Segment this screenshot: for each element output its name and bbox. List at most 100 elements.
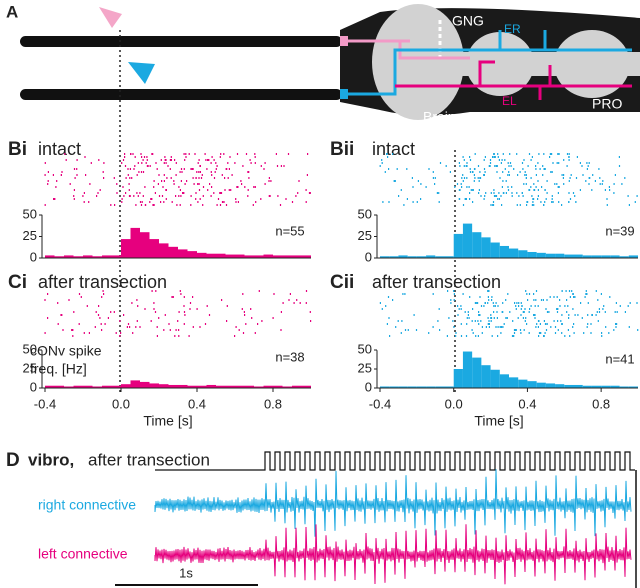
x-tick-label: 0.8: [264, 396, 282, 411]
bar: [159, 384, 169, 388]
bar: [398, 386, 408, 388]
x-tick-label: 0.8: [592, 396, 610, 411]
bar: [197, 252, 207, 258]
bar: [564, 254, 574, 258]
bar: [54, 385, 64, 388]
bar: [235, 385, 245, 388]
bar: [435, 386, 445, 388]
bar: [426, 255, 436, 258]
bar: [187, 385, 197, 388]
connective-rod: [20, 89, 342, 100]
bar: [380, 386, 390, 388]
bar: [545, 253, 556, 258]
bar: [301, 255, 311, 258]
annotation: n=41: [605, 351, 634, 366]
bar: [481, 237, 491, 258]
bar: [273, 385, 283, 388]
panel-title: intact: [38, 139, 81, 159]
nerve-trace: [154, 469, 632, 537]
bar: [92, 386, 102, 388]
nerve-trace: [154, 524, 632, 585]
bar: [45, 255, 55, 258]
bar: [130, 380, 140, 388]
bar: [64, 255, 74, 258]
bar: [591, 385, 602, 388]
pathway: [395, 60, 632, 100]
arrowhead: [99, 7, 122, 28]
bar: [490, 242, 500, 258]
condition-label: after transection: [88, 450, 210, 469]
bar: [102, 385, 112, 388]
bar: [527, 381, 537, 388]
bar: [407, 256, 417, 258]
x-axis-label: Time [s]: [143, 413, 192, 429]
panel-label: D: [6, 450, 20, 471]
bar: [536, 252, 546, 258]
y-tick-label: 25: [358, 228, 372, 243]
bar: [398, 255, 408, 258]
panel-label: Cii: [330, 272, 354, 293]
arrowhead: [128, 62, 155, 84]
bar: [582, 255, 592, 258]
bar: [481, 365, 491, 388]
label: GNG: [452, 13, 484, 29]
bar: [389, 386, 399, 388]
y-tick-label: 50: [358, 206, 372, 221]
bar: [206, 384, 216, 388]
y-tick-label: 25: [23, 360, 37, 375]
connective-rod: [20, 36, 342, 47]
bar: [416, 386, 427, 388]
bar: [601, 255, 611, 258]
bar: [573, 384, 583, 388]
bar: [490, 369, 500, 388]
y-tick-label: 50: [358, 341, 372, 356]
bar: [225, 254, 235, 258]
bar: [301, 385, 311, 388]
bar: [555, 253, 565, 258]
x-tick-label: 0.4: [188, 396, 206, 411]
bar: [102, 255, 112, 258]
x-axis-label: Time [s]: [474, 413, 523, 429]
bar: [426, 386, 436, 388]
bar: [111, 385, 121, 388]
label: EL: [502, 94, 517, 108]
bar: [254, 386, 264, 388]
y-tick-label: 25: [358, 360, 372, 375]
bar: [499, 245, 509, 258]
bar: [244, 255, 254, 258]
bar: [628, 255, 638, 258]
bar: [292, 255, 302, 258]
bar: [527, 251, 537, 258]
bar: [610, 255, 620, 258]
bar: [235, 254, 245, 258]
bar: [582, 385, 592, 388]
trace-label: left connective: [38, 546, 128, 562]
y-axis-label: cONv spike: [30, 343, 102, 359]
y-tick-label: 25: [23, 228, 37, 243]
y-axis-label: freq. [Hz]: [30, 361, 87, 377]
bar: [159, 243, 169, 258]
bar: [499, 374, 509, 388]
trace-label: right connective: [38, 497, 136, 513]
bar: [380, 256, 390, 258]
bar: [444, 386, 454, 388]
panel-label: Bii: [330, 139, 354, 160]
bar: [509, 377, 519, 388]
bar: [263, 385, 273, 388]
bar: [573, 254, 583, 258]
bar: [263, 254, 273, 258]
bar: [178, 249, 188, 258]
stimulus-trace: [155, 451, 635, 471]
panel-title: intact: [372, 139, 415, 159]
y-tick-label: 0: [365, 249, 372, 264]
label: ER: [504, 22, 521, 36]
bar: [518, 250, 528, 258]
y-tick-label: 50: [23, 341, 37, 356]
bar: [149, 239, 159, 258]
bar: [197, 385, 207, 388]
bar: [244, 385, 254, 388]
bar: [518, 379, 528, 388]
panel-label: Ci: [8, 272, 27, 293]
